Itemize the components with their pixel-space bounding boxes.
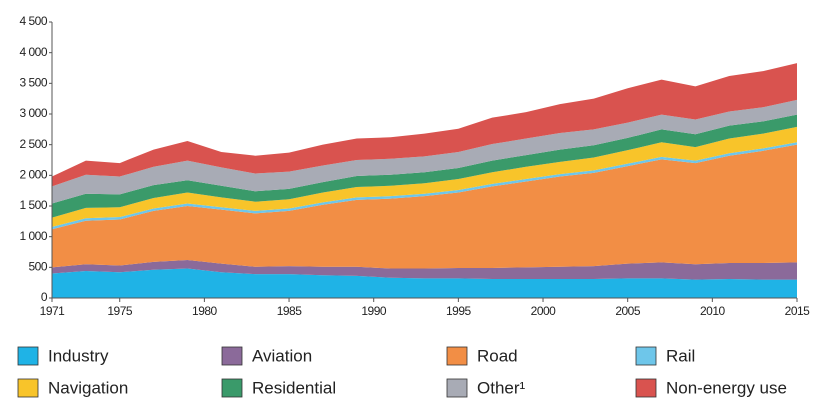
legend-label: Non-energy use xyxy=(666,378,787,397)
y-tick-label: 500 xyxy=(28,260,47,274)
legend-label: Residential xyxy=(252,378,336,397)
legend-swatch xyxy=(221,346,243,366)
y-tick-label: 3 000 xyxy=(19,106,47,120)
legend-label: Other¹ xyxy=(477,378,526,397)
legend-label: Road xyxy=(477,346,518,365)
x-tick-label: 2005 xyxy=(615,304,641,318)
area xyxy=(52,114,797,218)
area xyxy=(52,99,797,204)
y-tick-label: 4 500 xyxy=(19,14,47,28)
legend: Industry Aviation Road Rail Navigation Reside… xyxy=(17,346,787,398)
y-tick-label: 2 500 xyxy=(19,137,47,151)
x-tick-label: 1985 xyxy=(277,304,303,318)
y-tick-label: 1 000 xyxy=(19,229,47,243)
y-tick-label: 4 000 xyxy=(19,45,47,59)
legend-label: Aviation xyxy=(252,346,312,365)
area xyxy=(52,268,797,298)
area xyxy=(52,63,797,187)
x-tick-label: 1975 xyxy=(107,304,133,318)
legend-label: Navigation xyxy=(48,378,128,397)
x-tick-label: 1995 xyxy=(446,304,472,318)
legend-swatch xyxy=(17,378,39,398)
legend-label: Rail xyxy=(666,346,695,365)
area xyxy=(52,144,797,269)
x-tick-label: 1980 xyxy=(192,304,218,318)
legend-swatch xyxy=(635,346,657,366)
legend-swatch xyxy=(635,378,657,398)
legend-label: Industry xyxy=(48,346,109,365)
y-tick-label: 2 000 xyxy=(19,168,47,182)
legend-swatch xyxy=(221,378,243,398)
y-tick-label: 3 500 xyxy=(19,76,47,90)
x-tick-label: 1990 xyxy=(361,304,387,318)
area xyxy=(52,259,797,280)
x-tick-label: 2010 xyxy=(700,304,726,318)
legend-swatch xyxy=(446,378,468,398)
legend-swatch xyxy=(446,346,468,366)
y-tick-label: 0 xyxy=(41,290,48,304)
x-tick-label: 2015 xyxy=(785,304,811,318)
y-tick-label: 1 500 xyxy=(19,198,47,212)
legend-swatch xyxy=(17,346,39,366)
area xyxy=(52,126,797,227)
x-tick-label: 1971 xyxy=(40,304,66,318)
x-tick-label: 2000 xyxy=(531,304,557,318)
